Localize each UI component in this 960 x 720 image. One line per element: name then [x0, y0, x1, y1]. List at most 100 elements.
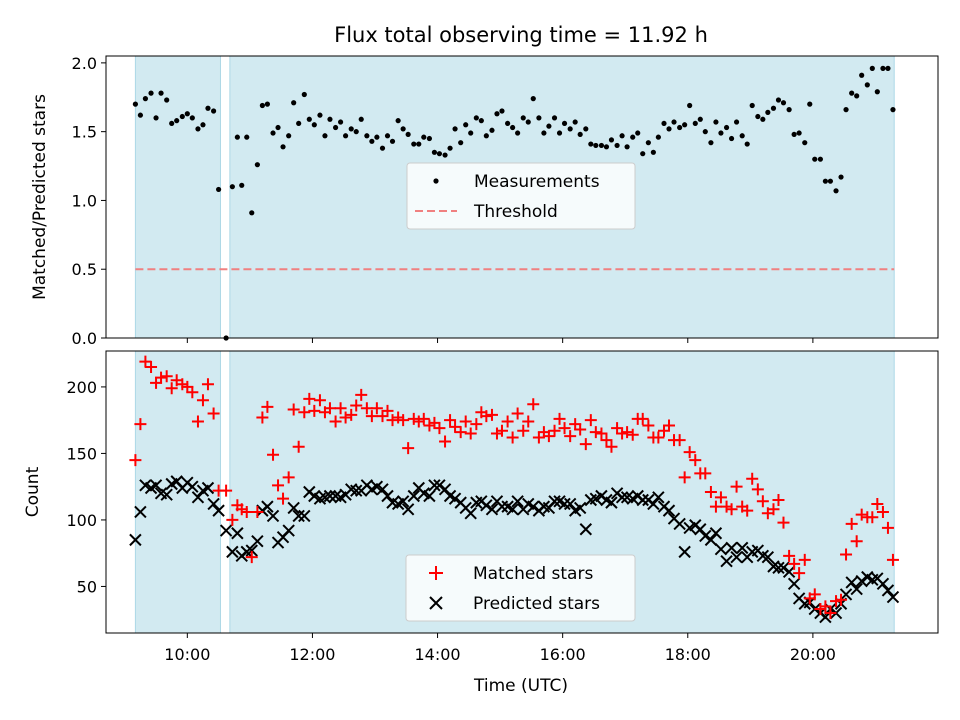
measurement-point	[463, 122, 469, 128]
matched-star-point	[584, 414, 597, 427]
measurement-point	[379, 145, 386, 151]
predicted-star-point	[292, 509, 305, 523]
matched-star-point	[741, 504, 754, 517]
measurement-point	[827, 178, 834, 184]
matched-star-point	[767, 503, 780, 516]
matched-star-point	[139, 355, 152, 368]
predicted-star-point	[876, 577, 890, 590]
predicted-star-point	[350, 484, 363, 497]
x-tick-label: 16:00	[540, 645, 586, 664]
matched-star-point	[251, 505, 264, 518]
predicted-star-point	[287, 501, 300, 515]
matched-star-point	[808, 588, 821, 601]
measurement-point	[822, 178, 828, 184]
matched-star-point	[201, 378, 214, 391]
predicted-star-point	[149, 479, 163, 492]
measurement-point	[838, 174, 844, 180]
matched-star-point	[704, 486, 717, 498]
matched-star-point	[714, 491, 727, 504]
measurement-point	[713, 119, 719, 125]
measurement-point	[296, 120, 302, 127]
measurement-point	[254, 162, 260, 168]
predicted-star-point	[636, 493, 649, 507]
matched-star-point	[397, 414, 410, 427]
matched-star-point	[506, 431, 519, 444]
measurement-point	[556, 130, 563, 136]
matched-star-point	[621, 426, 634, 439]
matched-star-point	[196, 394, 209, 407]
x-tick-label: 14:00	[414, 645, 460, 664]
matched-star-point	[261, 400, 274, 413]
chart-title: Flux total observing time = 11.92 h	[334, 23, 708, 47]
matched-star-point	[652, 431, 665, 444]
bottom-panel: 50 100 150 200 10:00 12:00 14:00 16:00 18:00 20:…	[23, 350, 939, 696]
measurement-point	[286, 133, 292, 139]
matched-star-point	[542, 430, 555, 443]
matched-star-point	[449, 420, 462, 433]
predicted-star-point	[407, 489, 420, 503]
matched-star-point	[689, 454, 702, 467]
matched-star-point	[871, 497, 884, 510]
top-panel: 0.00.51.01.52.0 Matched/Predicted stars …	[30, 54, 939, 348]
matched-star-point	[240, 505, 253, 518]
measurement-point	[572, 119, 578, 125]
measurement-point	[692, 120, 698, 127]
measurement-point	[311, 122, 317, 128]
measurement-point	[796, 130, 802, 136]
legend-measurements-label: Measurements	[474, 172, 600, 192]
matched-star-point	[339, 411, 352, 424]
measurement-point	[588, 141, 594, 147]
matched-star-point	[611, 422, 624, 435]
predicted-star-point	[714, 542, 728, 556]
measurement-point	[677, 124, 683, 131]
measurement-point	[169, 120, 175, 127]
matched-star-point	[626, 428, 639, 441]
measurement-point	[132, 101, 139, 107]
measurement-point	[505, 120, 511, 127]
matched-star-point	[256, 411, 269, 424]
predicted-star-point	[720, 554, 733, 568]
measurement-point	[327, 116, 333, 122]
measurement-point	[499, 108, 505, 114]
matched-star-point	[439, 435, 452, 448]
measurement-point	[775, 97, 782, 103]
predicted-star-point	[772, 561, 785, 575]
measurement-point	[671, 119, 677, 125]
measurement-point	[697, 116, 703, 122]
measurement-point	[802, 140, 808, 146]
legend-measurements-marker	[433, 178, 439, 184]
matched-star-point	[511, 407, 524, 420]
measurement-point	[630, 134, 636, 140]
measurement-point	[369, 138, 375, 144]
matched-star-point	[417, 412, 430, 425]
matched-star-point	[282, 471, 295, 484]
measurement-point	[780, 100, 787, 106]
measurement-point	[239, 182, 245, 188]
matched-star-point	[129, 454, 142, 467]
legend-matched-label: Matched stars	[473, 564, 593, 584]
legend-threshold-label: Threshold	[473, 202, 558, 222]
measurement-point	[755, 113, 761, 120]
measurement-point	[195, 126, 201, 132]
matched-star-point	[245, 551, 258, 564]
measurement-point	[342, 133, 349, 139]
predicted-star-point	[231, 527, 244, 540]
measurement-point	[744, 141, 750, 147]
matched-star-point	[558, 422, 571, 435]
bottom-ylabel: Count	[23, 466, 43, 517]
predicted-star-point	[485, 503, 499, 516]
x-tick-label: 10:00	[164, 645, 210, 664]
matched-star-point	[292, 440, 305, 453]
matched-star-point	[725, 503, 738, 516]
measurement-point	[619, 133, 625, 139]
measurement-point	[859, 72, 865, 78]
predicted-star-point	[219, 524, 233, 537]
measurement-point	[389, 138, 396, 144]
matched-star-point	[855, 508, 868, 521]
matched-star-point	[226, 513, 239, 526]
matched-star-point	[595, 427, 608, 440]
measurement-point	[890, 107, 896, 113]
predicted-star-point	[527, 500, 540, 513]
measurement-point	[348, 126, 354, 132]
